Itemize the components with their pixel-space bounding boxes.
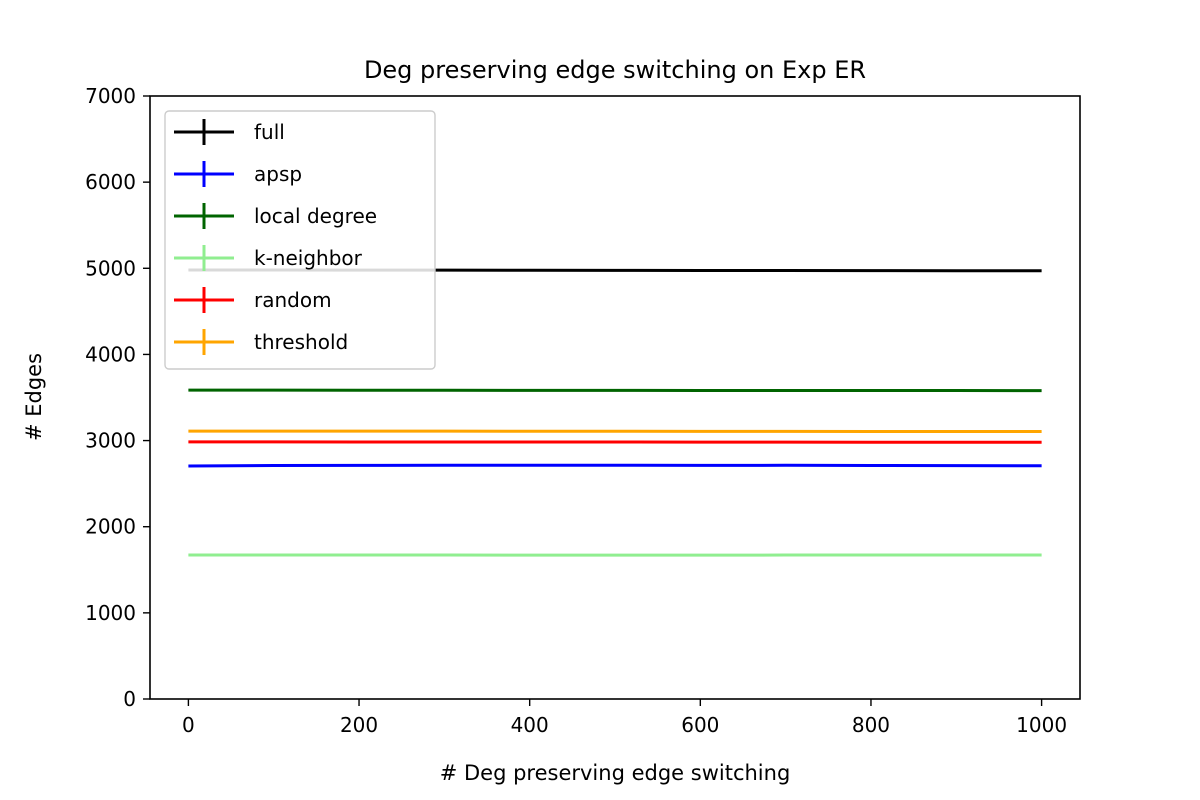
series-line-apsp	[188, 463, 1042, 468]
legend-label: apsp	[254, 162, 302, 186]
y-axis: 0 1000 2000 3000 4000 5000 6000 7000	[85, 84, 150, 711]
y-tick-label: 3000	[85, 429, 136, 453]
x-axis-label: # Deg preserving edge switching	[440, 761, 791, 785]
legend-item-full: full	[174, 119, 285, 145]
y-tick-label: 1000	[85, 601, 136, 625]
legend-item-random: random	[174, 287, 332, 313]
y-axis-label: # Edges	[22, 353, 46, 441]
legend-item-threshold: threshold	[174, 329, 348, 355]
plot-frame	[149, 95, 1081, 700]
legend-items: full apsp local degree k-neighbor random thre…	[174, 119, 377, 355]
x-tick-label: 1000	[1016, 713, 1067, 737]
legend-label: full	[254, 120, 285, 144]
y-tick-label: 5000	[85, 256, 136, 280]
legend-item-apsp: apsp	[174, 161, 302, 187]
legend-label: local degree	[254, 204, 377, 228]
x-tick-label: 600	[681, 713, 719, 737]
chart-title: Deg preserving edge switching on Exp ER	[364, 56, 866, 84]
y-tick-label: 0	[123, 687, 136, 711]
y-tick-label: 2000	[85, 515, 136, 539]
legend-label: random	[254, 288, 332, 312]
y-tick-label: 4000	[85, 342, 136, 366]
legend-item-k-neighbor: k-neighbor	[174, 245, 363, 271]
x-tick-label: 0	[182, 713, 195, 737]
legend-item-local-degree: local degree	[174, 203, 377, 229]
x-tick-label: 400	[511, 713, 549, 737]
legend-label: k-neighbor	[254, 246, 363, 270]
y-tick-label: 7000	[85, 84, 136, 108]
legend-label: threshold	[254, 330, 348, 354]
x-tick-label: 800	[852, 713, 890, 737]
x-tick-label: 200	[340, 713, 378, 737]
legend: full apsp local degree k-neighbor random thre…	[164, 110, 436, 370]
x-axis: 0 200 400 600 800 1000	[182, 699, 1067, 737]
y-tick-label: 6000	[85, 170, 136, 194]
